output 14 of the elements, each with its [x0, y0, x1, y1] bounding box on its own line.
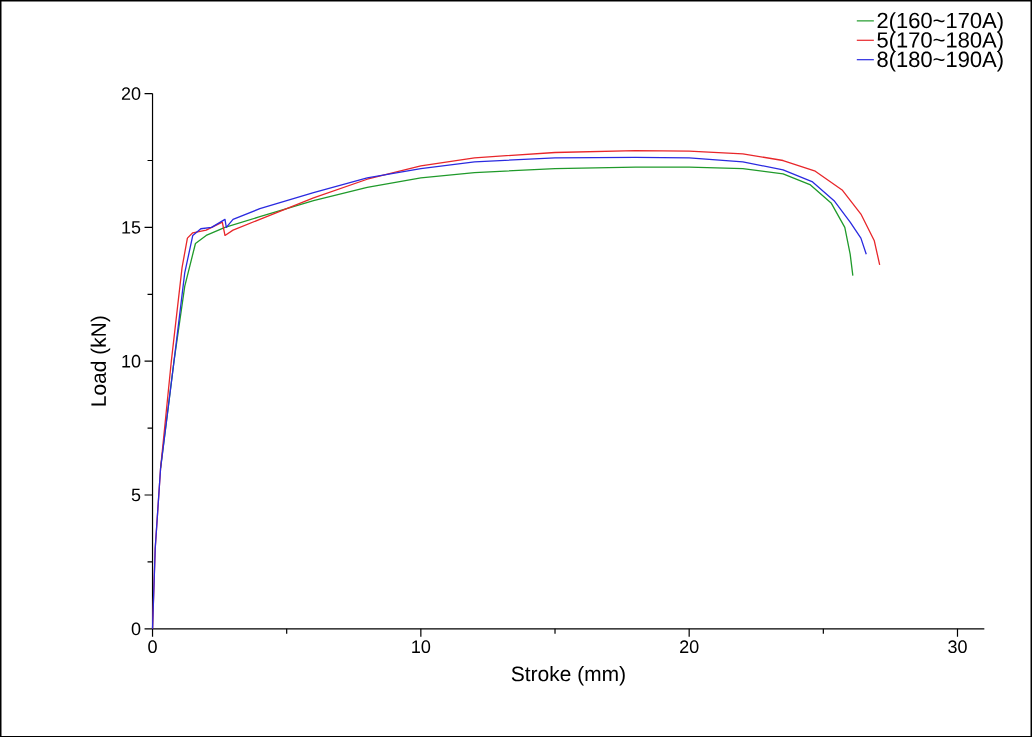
x-tick-label: 20 — [680, 640, 699, 653]
y-tick-label: 5 — [131, 488, 141, 502]
x-tick-label: 10 — [412, 640, 431, 653]
legend-label: 2(160~170A) — [877, 11, 1003, 33]
y-axis-title: Load (kN) — [90, 316, 111, 406]
x-tick-label: 0 — [148, 640, 157, 653]
x-tick-label: 30 — [948, 640, 967, 653]
y-tick-label: 20 — [121, 87, 141, 100]
y-tick-label: 10 — [122, 354, 141, 368]
y-tick-label: 0 — [131, 622, 141, 635]
x-axis-title: Stroke (mm) — [511, 665, 625, 686]
legend-label: 8(180~190A) — [877, 50, 1003, 72]
legend-label: 5(170~180A) — [877, 31, 1003, 52]
y-tick-label: 15 — [122, 220, 141, 234]
